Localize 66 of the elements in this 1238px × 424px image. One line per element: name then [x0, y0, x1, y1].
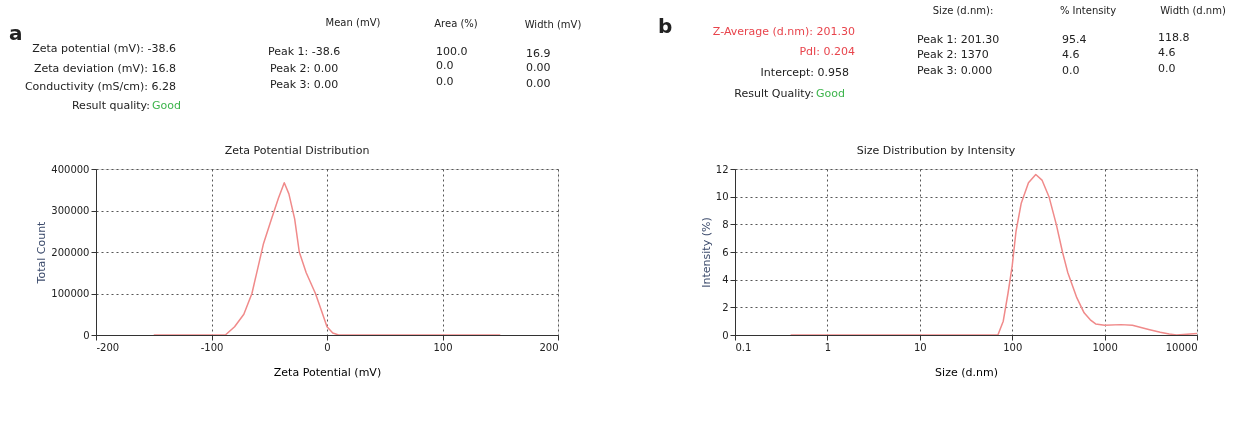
text: b — [658, 14, 673, 38]
text: Zeta potential (mV): -38.6 — [32, 42, 176, 55]
y-tick-label: 0 — [83, 329, 90, 341]
y-tick-label: 300000 — [51, 205, 90, 216]
y-tick-label: 12 — [715, 163, 729, 175]
text: Size (d.nm): — [932, 5, 994, 16]
x-tick-label: 10000 — [1165, 341, 1198, 353]
text: 0.00 — [526, 61, 551, 74]
y-tick-label: 100000 — [51, 288, 90, 299]
x-tick-label: 100 — [433, 341, 453, 353]
text: 118.8 — [1158, 31, 1190, 44]
text: Width (d.nm) — [1160, 5, 1226, 16]
text: Result Quality: — [734, 87, 814, 100]
chart-title: Zeta Potential Distribution — [224, 144, 370, 157]
x-tick-label: 0.1 — [735, 341, 752, 353]
text: Mean (mV) — [325, 17, 381, 28]
y-axis-title: Total Count — [35, 220, 49, 285]
x-tick-label: 0 — [324, 341, 331, 353]
text: 0.0 — [1158, 62, 1176, 75]
x-tick-label: -200 — [96, 341, 120, 353]
text: Good — [152, 99, 181, 112]
chart-title: Size Distribution by Intensity — [856, 144, 1016, 157]
y-tick-label: 400000 — [51, 163, 90, 175]
text: Area (%) — [434, 18, 478, 29]
text: % Intensity — [1059, 5, 1117, 16]
text: 0.0 — [1062, 64, 1080, 77]
text: 0.0 — [436, 75, 454, 88]
text: 4.6 — [1158, 46, 1176, 59]
text: Intercept: 0.958 — [760, 66, 849, 79]
x-tick-label: 10 — [913, 341, 927, 353]
text: 16.9 — [526, 47, 551, 60]
text: Peak 2: 0.00 — [270, 62, 339, 75]
y-tick-label: 4 — [722, 274, 729, 286]
y-tick-label: 8 — [722, 218, 729, 230]
text: Zeta deviation (mV): 16.8 — [34, 62, 176, 75]
text: 4.6 — [1062, 48, 1080, 61]
y-tick-label: 0 — [722, 329, 729, 341]
line-series — [153, 181, 501, 335]
x-axis-title: Zeta Potential (mV) — [273, 365, 382, 379]
text: Peak 1: -38.6 — [268, 45, 341, 58]
text: Z-Average (d.nm): 201.30 — [712, 25, 855, 38]
text: Peak 3: 0.00 — [270, 78, 339, 91]
text: 100.0 — [436, 45, 468, 58]
text: Peak 3: 0.000 — [917, 64, 993, 77]
text: a — [9, 21, 23, 45]
y-axis-title: Intensity (%) — [699, 217, 713, 288]
text: 0.0 — [436, 59, 454, 72]
text: PdI: 0.204 — [799, 45, 855, 58]
x-tick-label: 100 — [1003, 341, 1023, 353]
text: Peak 2: 1370 — [917, 48, 989, 61]
text: 0.00 — [526, 77, 551, 90]
x-tick-label: -100 — [200, 341, 224, 353]
y-tick-label: 200000 — [51, 246, 90, 258]
text: Peak 1: 201.30 — [917, 33, 1000, 46]
x-tick-label: 1000 — [1092, 341, 1118, 353]
text: Width (mV) — [524, 19, 582, 30]
text: Result quality: — [71, 99, 150, 112]
x-tick-label: 1 — [824, 341, 832, 353]
text: Good — [816, 87, 845, 100]
y-tick-label: 2 — [722, 301, 729, 313]
y-tick-label: 6 — [722, 246, 729, 258]
text: Conductivity (mS/cm): 6.28 — [24, 80, 176, 93]
x-tick-label: 200 — [539, 341, 559, 353]
text: 95.4 — [1062, 33, 1087, 46]
x-axis-title: Size (d.nm) — [935, 365, 998, 379]
y-tick-label: 10 — [715, 191, 729, 203]
